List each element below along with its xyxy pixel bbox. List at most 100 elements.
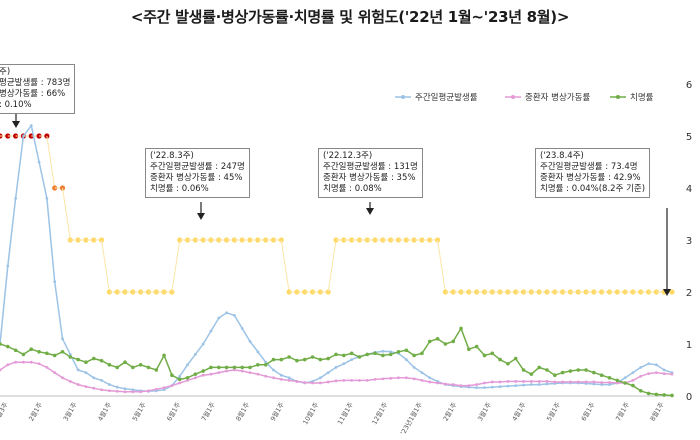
series-2-point [147,389,150,393]
series-3-point [506,361,510,366]
series-3-point [670,393,674,398]
series-3-point [302,357,307,362]
legend-swatch-marker [401,95,405,99]
series-2-point [365,379,369,382]
series-1-point [529,383,533,386]
y-tick-label: 1 [686,340,692,351]
series-3-point [138,363,143,367]
annotation-line: ('22.8.3주) [150,151,194,161]
series-2-point [584,380,588,384]
series-2-point [420,379,424,382]
series-2-point [225,369,229,373]
series-2-point [436,381,439,385]
series-3-point [123,360,127,365]
risk-line-segment [437,239,446,293]
series-3-point [459,326,463,331]
series-3-point [490,351,495,356]
series-2-point [537,380,541,383]
series-3-point [287,355,291,359]
series-1-point [404,358,408,361]
x-tick-label: 10월1주 [300,400,320,426]
annotation-arrow-head [366,208,374,215]
series-3-point [115,365,120,370]
annotation-line: 주간일평균발생률 : 247명 [150,162,245,172]
series-1-point [318,376,322,380]
risk-point [216,237,222,243]
series-3-point [342,353,346,358]
series-2-point [240,369,244,373]
series-2-point [6,363,10,367]
series-1-point [178,374,182,378]
series-2-point [264,374,268,378]
series-3-point [396,350,401,354]
series-3-point [435,337,440,341]
series-1-point [522,383,525,387]
series-2-point [209,372,213,376]
series-2-point [107,389,111,393]
series-3-point [599,373,604,378]
series-3-point [177,377,182,382]
annotation-line: 치명률 : 0.04%(8.2주 기준) [540,184,646,194]
series-1-point [264,360,268,364]
series-1-point [545,382,549,386]
series-2-point [647,372,650,376]
series-3-point [607,376,612,380]
series-2-point [373,377,377,381]
series-2-point [397,376,400,380]
series-1-point [600,383,604,386]
series-1-point [498,385,502,389]
series-1-point [272,368,275,372]
x-tick-label: 7월1주 [199,400,217,422]
risk-line-segment [327,239,337,293]
series-3-point [584,368,588,372]
series-3-point [146,365,151,370]
x-tick-label: 9월1주 [268,400,286,422]
series-3-point [162,353,166,358]
series-2-point [569,380,572,384]
x-tick-label: 7월1주 [613,400,631,422]
series-2-point [279,377,283,381]
series-3-point [271,357,276,362]
series-3-point [467,347,471,352]
x-tick-label: 5월1주 [130,400,148,422]
series-2-point [615,381,619,385]
series-3-point [576,368,581,372]
series-3-point [263,363,268,367]
series-1-point [256,350,260,354]
series-3-point [216,365,221,370]
annotation-line: 중환자 병상가동률 : 35% [323,173,416,183]
annotation-box-dec22: ('22.12.3주) 주간일평균발생률 : 131명 중환자 병상가동률 : … [318,148,423,198]
series-1-point [381,349,385,353]
y-tick-label: 5 [686,132,692,143]
risk-point [153,289,159,295]
series-3-point [185,376,190,380]
series-3-point [84,360,88,365]
series-2-point [84,385,88,389]
annotation-line: 평균발생률 : 783명 [0,78,71,88]
risk-point [130,289,136,295]
series-2-point [561,380,565,384]
series-2-point [428,380,432,384]
chart-title: <주간 발생률·병상가동률·치명률 및 위험도('22년 1월~'23년 8월)… [130,8,570,26]
x-tick-label: '23년1월1주 [398,400,424,436]
series-2-point [162,386,166,390]
series-2-point [670,372,674,376]
x-tick-label: 8월1주 [648,400,666,422]
series-3-point [615,378,620,383]
series-2-point [139,390,143,394]
x-tick-label: 4월1주 [95,400,113,422]
series-2-point [256,372,260,376]
annotation-box-aug23: ('23.8.4주) 주간일평균발생률 : 73.4명 중환자 병상가동률 : … [535,148,651,198]
series-1-point [420,371,424,374]
series-2-point [522,380,525,383]
series-1-point [131,388,135,392]
series-3-point [388,352,393,357]
x-tick-label: 3월1주 [61,400,79,422]
series-3-point [107,363,112,367]
series-3-point [545,368,549,372]
series-3-point [295,358,299,363]
series-2-point [443,382,447,386]
series-2-point [326,380,330,384]
series-3-point [662,393,666,397]
series-2-point [404,376,408,380]
